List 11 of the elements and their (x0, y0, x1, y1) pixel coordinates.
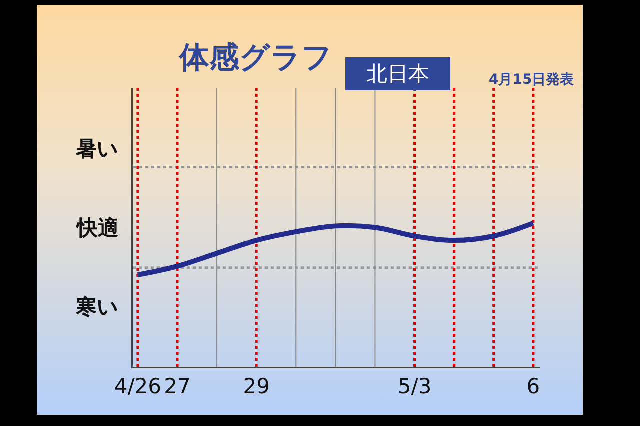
chart-title: 体感グラフ (178, 40, 332, 76)
x-tick-label: 5/3 (398, 374, 432, 399)
text: 快適 (75, 216, 119, 240)
x-tick-label: 6 (526, 374, 540, 399)
text: 寒い (75, 295, 119, 319)
text: 暑い (75, 137, 119, 161)
chart-subtitle: 北日本 (366, 62, 430, 86)
x-tick-label: 27 (164, 374, 191, 399)
text: 4月15日発表 (489, 72, 576, 88)
x-tick-label: 29 (243, 374, 270, 399)
x-tick-label: 4/26 (114, 374, 162, 399)
